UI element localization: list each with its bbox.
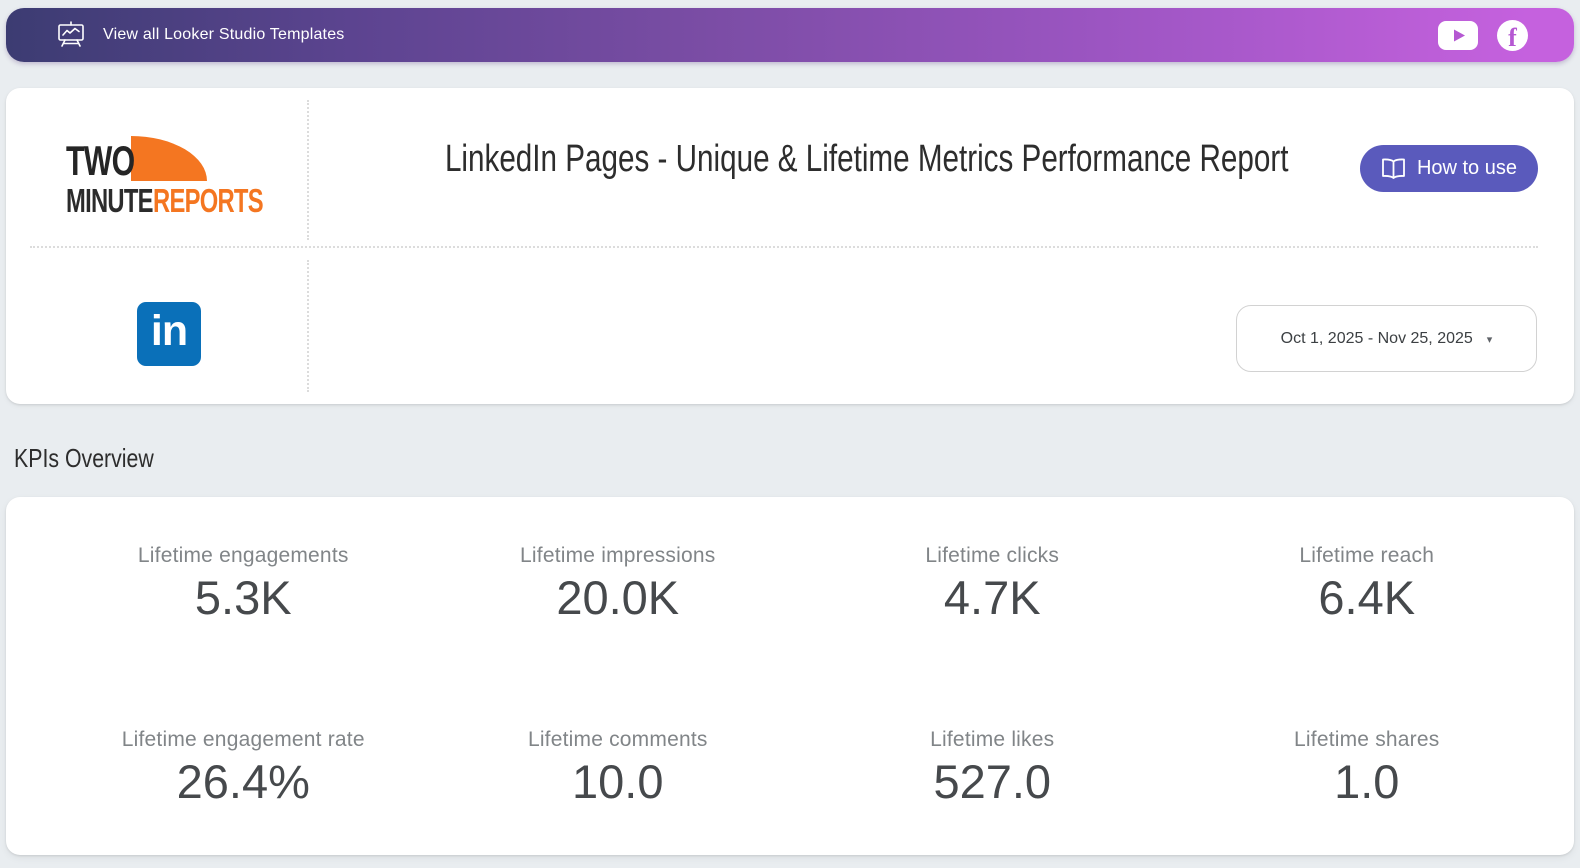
kpi-label: Lifetime clicks: [925, 544, 1060, 567]
kpi-lifetime-impressions: Lifetime impressions 20.0K: [431, 544, 806, 625]
logo-word-reports: REPORTS: [152, 182, 264, 219]
kpi-lifetime-shares: Lifetime shares 1.0: [1180, 728, 1555, 809]
presentation-chart-icon: [58, 21, 84, 47]
banner-label: View all Looker Studio Templates: [103, 26, 345, 43]
kpi-lifetime-reach: Lifetime reach 6.4K: [1180, 544, 1555, 625]
logo-word-minute: MINUTE: [66, 182, 153, 219]
book-icon: [1382, 158, 1405, 179]
kpi-overview-card: Lifetime engagements 5.3K Lifetime impre…: [6, 497, 1574, 855]
kpi-label: Lifetime shares: [1294, 728, 1440, 752]
kpi-label: Lifetime engagements: [137, 544, 349, 567]
facebook-glyph: f: [1508, 22, 1517, 51]
vertical-divider-bottom: [307, 260, 309, 392]
report-header-card: TWO MINUTE REPORTS LinkedIn Pages - Uniq…: [6, 88, 1574, 404]
kpi-value: 20.0K: [556, 571, 680, 624]
facebook-icon[interactable]: f: [1497, 19, 1528, 51]
how-to-use-button[interactable]: How to use: [1359, 145, 1538, 192]
kpi-lifetime-engagement-rate: Lifetime engagement rate 26.4%: [56, 728, 431, 809]
page-title: LinkedIn Pages - Unique & Lifetime Metri…: [444, 138, 1289, 180]
kpi-label: Lifetime reach: [1299, 544, 1435, 567]
kpis-overview-heading: KPIs Overview: [14, 443, 154, 473]
date-range-selector[interactable]: Oct 1, 2025 - Nov 25, 2025 ▾: [1236, 305, 1537, 372]
vertical-divider-top: [307, 100, 309, 240]
kpi-label: Lifetime comments: [527, 728, 708, 752]
kpi-value: 6.4K: [1318, 571, 1416, 624]
two-minute-reports-logo: TWO MINUTE REPORTS: [66, 136, 276, 217]
kpi-lifetime-clicks: Lifetime clicks 4.7K: [805, 544, 1180, 625]
logo-word-two: TWO: [66, 137, 135, 185]
promo-banner[interactable]: View all Looker Studio Templates f: [6, 8, 1574, 62]
kpi-value: 10.0: [572, 755, 664, 809]
kpi-lifetime-engagements: Lifetime engagements 5.3K: [56, 544, 431, 625]
kpi-label: Lifetime impressions: [520, 544, 716, 567]
kpi-value: 5.3K: [194, 571, 292, 624]
kpi-label: Lifetime likes: [930, 728, 1055, 752]
kpi-lifetime-likes: Lifetime likes 527.0: [805, 728, 1180, 809]
chevron-down-icon: ▾: [1486, 334, 1493, 346]
date-range-value: Oct 1, 2025 - Nov 25, 2025: [1280, 329, 1473, 347]
kpi-value: 26.4%: [176, 755, 310, 809]
kpi-label: Lifetime engagement rate: [121, 728, 365, 752]
kpi-lifetime-comments: Lifetime comments 10.0: [431, 728, 806, 809]
horizontal-divider: [30, 246, 1538, 248]
how-to-use-label: How to use: [1416, 157, 1517, 179]
linkedin-icon: in: [137, 302, 201, 366]
kpi-value: 1.0: [1334, 755, 1400, 809]
kpi-value: 527.0: [933, 755, 1052, 809]
kpi-value: 4.7K: [943, 571, 1041, 624]
logo-quarter-circle: [130, 136, 207, 181]
youtube-icon[interactable]: [1438, 20, 1478, 50]
linkedin-glyph: in: [150, 306, 188, 355]
